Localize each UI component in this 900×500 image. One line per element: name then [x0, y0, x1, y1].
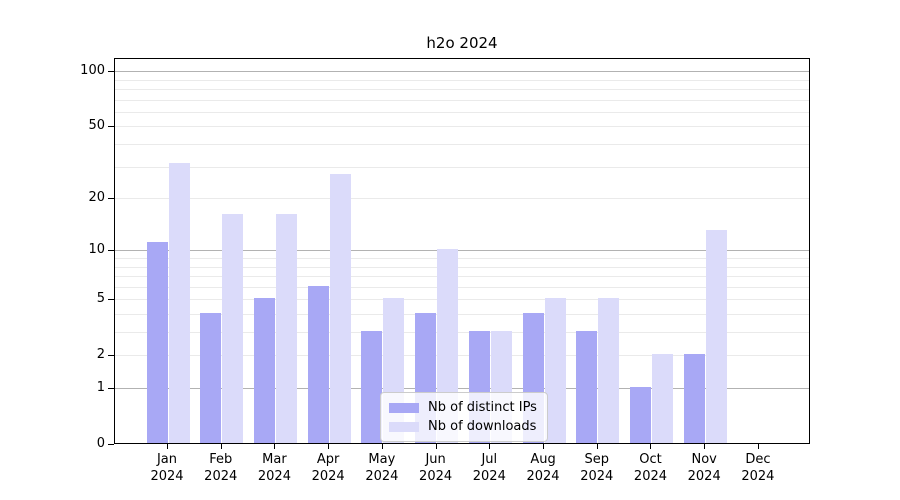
x-tick-label: Feb 2024 — [204, 452, 238, 484]
legend-label: Nb of downloads — [428, 419, 537, 434]
bar-distinct-ips-sep — [576, 331, 598, 443]
x-tick — [489, 444, 491, 449]
x-tick — [596, 444, 598, 449]
x-tick-label: Apr 2024 — [311, 452, 345, 484]
gridline-minor — [115, 198, 809, 200]
x-tick-label: Jan 2024 — [150, 452, 184, 484]
bar-downloads-jan — [168, 163, 190, 443]
y-tick — [108, 387, 114, 389]
x-tick-label: Mar 2024 — [257, 452, 291, 484]
bar-distinct-ips-jan — [146, 242, 168, 443]
y-tick — [108, 249, 114, 251]
y-tick-label: 2 — [96, 347, 105, 363]
bar-distinct-ips-may — [361, 331, 383, 443]
x-tick — [650, 444, 652, 449]
gridline-minor — [115, 355, 809, 357]
y-tick-label: 1 — [96, 380, 105, 396]
gridline-minor — [115, 258, 809, 260]
y-tick — [108, 354, 114, 356]
gridline-minor — [115, 99, 809, 101]
y-tick-label: 10 — [88, 242, 105, 258]
bar-distinct-ips-nov — [683, 354, 705, 443]
legend-swatch — [389, 421, 419, 432]
gridline-minor — [115, 276, 809, 278]
x-tick — [757, 444, 759, 449]
y-tick-label: 20 — [88, 190, 105, 206]
x-tick — [328, 444, 330, 449]
gridline-major — [115, 71, 809, 73]
bar-distinct-ips-feb — [200, 313, 222, 443]
y-tick — [108, 443, 114, 445]
x-tick-label: Dec 2024 — [741, 452, 775, 484]
x-tick-label: Nov 2024 — [687, 452, 721, 484]
x-tick-label: Oct 2024 — [633, 452, 668, 484]
bar-downloads-apr — [329, 173, 351, 443]
x-tick — [167, 444, 168, 449]
legend-item: Nb of distinct IPs — [389, 398, 537, 417]
bar-downloads-mar — [275, 214, 297, 443]
bar-downloads-sep — [598, 298, 620, 443]
y-tick — [108, 197, 114, 199]
bar-distinct-ips-mar — [253, 298, 275, 443]
x-tick-label: Jul 2024 — [472, 452, 506, 484]
legend: Nb of distinct IPs Nb of downloads — [380, 392, 548, 442]
x-tick — [381, 444, 383, 449]
bar-downloads-nov — [705, 229, 727, 443]
gridline-major — [115, 388, 809, 390]
y-tick — [108, 125, 114, 127]
y-tick-label: 50 — [88, 118, 105, 134]
chart-title: h2o 2024 — [426, 34, 498, 52]
gridline-minor — [115, 166, 809, 168]
gridline-minor — [115, 111, 809, 113]
y-tick-label: 100 — [80, 63, 105, 79]
bar-downloads-feb — [222, 214, 244, 443]
gridline-minor — [115, 266, 809, 268]
x-tick — [274, 444, 276, 449]
gridline-major — [115, 250, 809, 252]
bar-distinct-ips-apr — [307, 285, 329, 443]
bar-downloads-oct — [651, 354, 673, 443]
legend-item: Nb of downloads — [389, 417, 537, 436]
y-tick — [108, 298, 114, 300]
plot-area — [114, 58, 810, 444]
x-tick-label: May 2024 — [365, 452, 399, 484]
x-tick — [435, 444, 437, 449]
y-tick — [108, 70, 114, 72]
x-tick-label: Jun 2024 — [419, 452, 453, 484]
gridline-minor — [115, 89, 809, 91]
gridline-minor — [115, 144, 809, 146]
y-tick-label: 5 — [96, 291, 105, 307]
gridline-minor — [115, 126, 809, 128]
bar-downloads-aug — [544, 298, 566, 443]
x-tick — [220, 444, 222, 449]
gridline-minor — [115, 314, 809, 315]
gridline-minor — [115, 286, 809, 288]
gridline-minor — [115, 332, 809, 334]
x-tick-label: Sep 2024 — [580, 452, 614, 484]
legend-swatch — [389, 402, 419, 413]
y-tick-label: 0 — [96, 436, 105, 451]
gridline-minor — [115, 299, 809, 301]
bar-distinct-ips-oct — [629, 387, 651, 443]
legend-label: Nb of distinct IPs — [428, 400, 537, 415]
x-tick-label: Aug 2024 — [526, 452, 560, 484]
gridline-minor — [115, 79, 809, 81]
x-tick — [704, 444, 706, 449]
x-tick — [543, 444, 545, 449]
